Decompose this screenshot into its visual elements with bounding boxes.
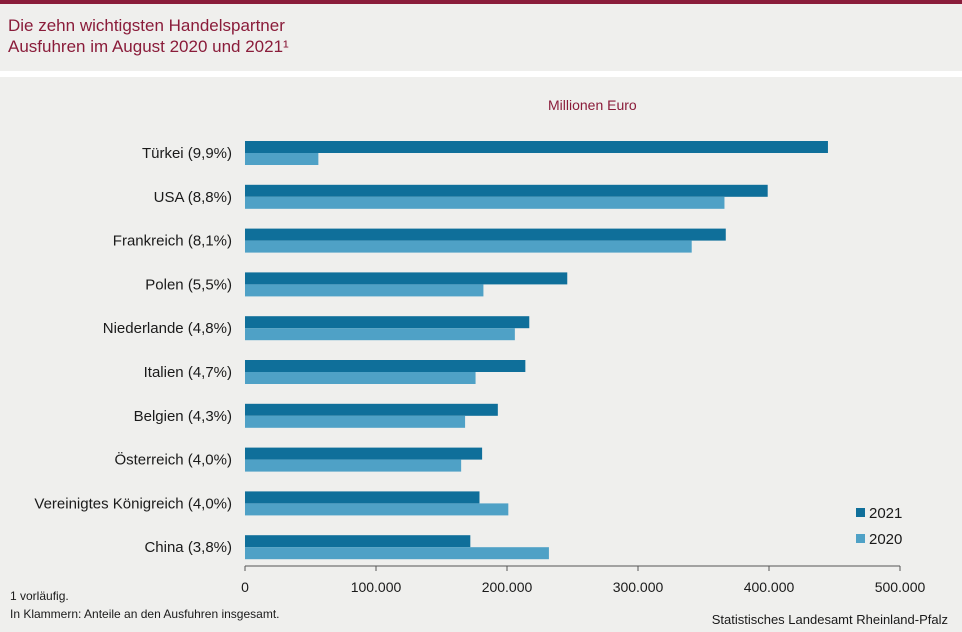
bar-2020	[245, 415, 466, 428]
bar-2020	[245, 284, 484, 297]
bar-2021	[245, 272, 568, 285]
x-tick-label: 0	[241, 579, 249, 595]
category-label: Polen (5,5%)	[145, 276, 232, 293]
bar-2021	[245, 403, 498, 416]
bar-2021	[245, 491, 480, 504]
category-label: Türkei (9,9%)	[142, 145, 232, 162]
bar-2021	[245, 316, 530, 329]
bar-2021	[245, 535, 471, 548]
category-label: Niederlande (4,8%)	[103, 320, 232, 337]
category-label: Vereinigtes Königreich (4,0%)	[34, 495, 232, 512]
bar-2020	[245, 328, 515, 341]
x-tick-label: 500.000	[875, 579, 926, 595]
source-label: Statistisches Landesamt Rheinland-Pfalz	[711, 612, 948, 627]
x-tick-label: 100.000	[351, 579, 402, 595]
chart-title: Die zehn wichtigsten Handelspartner	[8, 16, 285, 35]
category-label: USA (8,8%)	[154, 189, 232, 206]
category-label: Italien (4,7%)	[144, 364, 232, 381]
legend-label-2020: 2020	[869, 531, 902, 548]
x-tick-label: 400.000	[744, 579, 795, 595]
chart-subtitle: Ausfuhren im August 2020 und 2021¹	[8, 37, 289, 56]
top-accent-rule	[0, 0, 962, 4]
category-label: Österreich (4,0%)	[114, 451, 232, 469]
bar-2020	[245, 547, 549, 560]
category-label: China (3,8%)	[144, 539, 232, 556]
bar-2020	[245, 153, 319, 165]
bar-2020	[245, 459, 462, 472]
legend-swatch-2021	[856, 508, 865, 517]
footnote-shares: In Klammern: Anteile an den Ausfuhren in…	[10, 607, 280, 621]
x-tick-label: 200.000	[482, 579, 533, 595]
x-tick-label: 300.000	[613, 579, 664, 595]
chart-header: Die zehn wichtigsten Handelspartner Ausf…	[0, 4, 962, 71]
bar-2020	[245, 503, 509, 516]
bar-2020	[245, 372, 476, 384]
bar-2021	[245, 141, 828, 153]
bar-2021	[245, 360, 526, 372]
bar-2020	[245, 240, 692, 253]
footnote-preliminary: 1 vorläufig.	[10, 589, 69, 603]
category-label: Frankreich (8,1%)	[113, 233, 232, 250]
bar-2021	[245, 228, 726, 241]
category-label: Belgien (4,3%)	[134, 408, 232, 425]
legend-label-2021: 2021	[869, 505, 902, 522]
bar-2020	[245, 196, 725, 209]
bar-2021	[245, 447, 483, 460]
unit-label: Millionen Euro	[548, 97, 637, 113]
header-separator	[0, 71, 962, 77]
bar-2021	[245, 184, 768, 197]
legend-swatch-2020	[856, 534, 865, 543]
